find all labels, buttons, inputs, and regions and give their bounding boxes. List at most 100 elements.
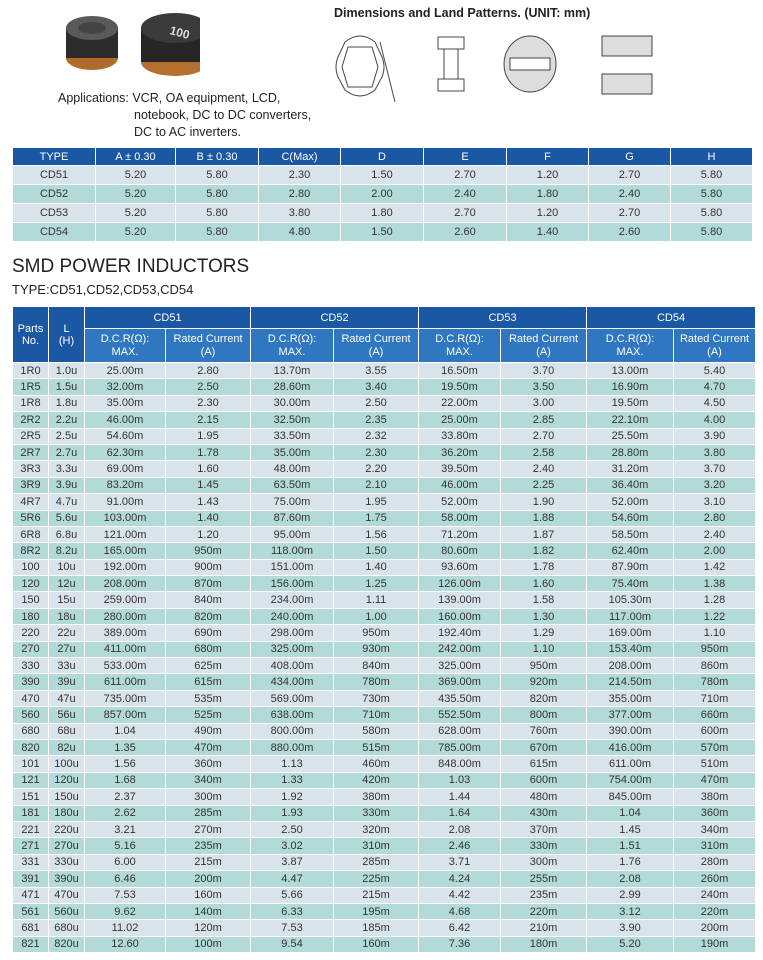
cell: 9.62: [84, 902, 166, 921]
cell: 390: [12, 673, 49, 691]
cell: 1.44: [418, 788, 501, 806]
cell: 391: [12, 870, 49, 888]
cell: 2.7u: [48, 443, 85, 462]
inductor-photo: 100: [66, 13, 200, 76]
cell: 470m: [673, 771, 756, 790]
cell: 192.00m: [84, 558, 166, 577]
cell: CD52: [12, 184, 96, 204]
header-cell: Parts No.: [12, 306, 49, 363]
cell: 8.2u: [48, 542, 85, 560]
sub-cell: Rated Current (A): [165, 328, 251, 363]
cell: 126.00m: [418, 575, 501, 593]
cell: 83.20m: [84, 476, 166, 495]
inductor-table: Parts No. L (H) CD51 CD52 CD53 CD54 D.C.R(Ω): …: [12, 306, 756, 954]
cell: 3R3: [12, 460, 49, 478]
cell: 7.36: [418, 935, 501, 954]
cell: 100m: [165, 935, 251, 954]
cell: 5.80: [175, 184, 259, 204]
cell: 25.50m: [586, 427, 674, 445]
row: 680 68u 1.04 490m 800.00m 580m 628.00m 760m 390.…: [12, 722, 756, 740]
cell: 95.00m: [250, 525, 334, 544]
cell: 240.00m: [250, 607, 334, 626]
cell: 430m: [500, 804, 587, 822]
cell: 22.10m: [586, 411, 674, 429]
cell: 1.03: [418, 771, 501, 790]
cell: 2.70: [423, 203, 507, 223]
cell: 2.32: [333, 427, 419, 445]
cell: 389.00m: [84, 624, 166, 642]
cell: 1.78: [500, 558, 587, 577]
row: 391 390u 6.46 200m 4.47 225m 4.24 255m 2.08 260m: [12, 870, 756, 888]
row: CD53 5.20 5.80 3.80 1.80 2.70 1.20 2.70 5.80: [12, 203, 753, 223]
cell: 1.42: [673, 558, 756, 577]
cell: 215m: [165, 853, 251, 872]
cell: 1R5: [12, 378, 49, 396]
cell: 5.20: [95, 165, 176, 185]
cell: 185m: [333, 919, 419, 937]
cell: 280.00m: [84, 607, 166, 626]
cell: 2.00: [340, 184, 424, 204]
cell: 285m: [165, 804, 251, 822]
cell: 5R6: [12, 509, 49, 527]
cell: 754.00m: [586, 771, 674, 790]
cell: 6.42: [418, 919, 501, 937]
cell: 9.54: [250, 935, 334, 954]
header-cell: H: [670, 147, 753, 166]
cell: 680m: [165, 640, 251, 659]
cell: 2.80: [165, 361, 251, 380]
cell: 3.71: [418, 853, 501, 872]
row: 2R2 2.2u 46.00m 2.15 32.50m 2.35 25.00m 2.85 22.…: [12, 411, 756, 429]
cell: 660m: [673, 706, 756, 724]
cell: 330m: [333, 804, 419, 822]
cell: 760m: [500, 722, 587, 740]
cell: 4.80: [258, 222, 341, 242]
cell: 638.00m: [250, 706, 334, 724]
cell: 151: [12, 788, 49, 806]
cell: CD54: [12, 222, 96, 242]
row: 470 47u 735.00m 535m 569.00m 730m 435.50m 820m 3…: [12, 689, 756, 708]
cell: 3.12: [586, 902, 674, 921]
cell: 390u: [48, 870, 85, 888]
cell: 780m: [673, 673, 756, 691]
cell: 3.50: [500, 378, 587, 396]
cell: 1.20: [165, 525, 251, 544]
cell: 220m: [500, 902, 587, 921]
row: 681 680u 11.02 120m 7.53 185m 6.42 210m 3.90 200m: [12, 919, 756, 937]
cell: 1R8: [12, 394, 49, 413]
cell: 5.16: [84, 837, 166, 855]
cell: 10u: [48, 558, 85, 577]
cell: 5.20: [95, 203, 176, 223]
cell: 950m: [165, 542, 251, 560]
cell: 434.00m: [250, 673, 334, 691]
cell: 13.00m: [586, 361, 674, 380]
cell: 2.40: [673, 525, 756, 544]
cell: 1.20: [506, 165, 589, 185]
cell: 560u: [48, 902, 85, 921]
row: 4R7 4.7u 91.00m 1.43 75.00m 1.95 52.00m 1.90 52.…: [12, 493, 756, 511]
cell: 300m: [500, 853, 587, 872]
cell: 153.40m: [586, 640, 674, 659]
cell: 2.70: [588, 165, 671, 185]
cell: 377.00m: [586, 706, 674, 724]
cell: 5.80: [175, 165, 259, 185]
cell: 2.2u: [48, 411, 85, 429]
cell: 848.00m: [418, 755, 501, 773]
cell: 2.50: [250, 820, 334, 839]
cell: 255m: [500, 870, 587, 888]
cell: 710m: [673, 689, 756, 708]
cell: 340m: [673, 820, 756, 839]
cell: 325.00m: [250, 640, 334, 659]
cell: 234.00m: [250, 591, 334, 609]
cell: 1.33: [250, 771, 334, 790]
row: 100 10u 192.00m 900m 151.00m 1.40 93.60m 1.78 87…: [12, 558, 756, 577]
cell: 1.56: [333, 525, 419, 544]
cell: 271: [12, 837, 49, 855]
cell: 1.10: [673, 624, 756, 642]
cell: 821: [12, 935, 49, 954]
cell: 18u: [48, 607, 85, 626]
cell: 27u: [48, 640, 85, 659]
cell: 600m: [500, 771, 587, 790]
cell: 5.20: [95, 184, 176, 204]
cell: 4.68: [418, 902, 501, 921]
group-cell: CD53: [418, 306, 587, 329]
